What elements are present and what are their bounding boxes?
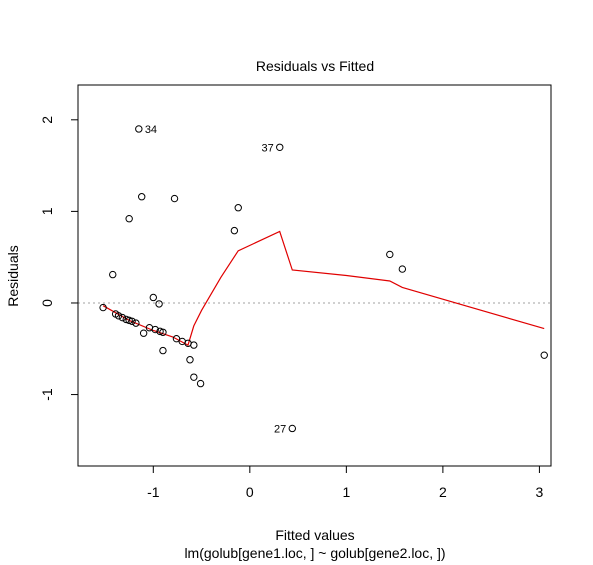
data-point: [386, 250, 394, 259]
data-point: [398, 265, 407, 273]
data-point: [234, 204, 242, 212]
y-tick-label: -1: [39, 388, 55, 401]
data-point: [151, 325, 159, 334]
data-point: [288, 424, 296, 433]
data-point: [135, 125, 143, 133]
data-point: [149, 293, 157, 302]
data-point: [159, 346, 167, 355]
data-point: [118, 313, 127, 322]
x-tick-label: -1: [147, 484, 160, 500]
data-point: [125, 215, 133, 223]
data-point: [186, 356, 194, 364]
x-tick-label: 3: [536, 484, 544, 500]
data-point: [196, 379, 205, 388]
y-tick-label: 1: [39, 207, 55, 215]
data-point: [132, 319, 140, 327]
y-axis-label: Residuals: [5, 245, 21, 306]
x-axis-label: Fitted values: [275, 527, 354, 543]
point-label: 34: [145, 124, 157, 136]
data-point: [230, 226, 239, 235]
data-point: [190, 341, 198, 349]
data-point: [138, 193, 146, 201]
data-point: [170, 194, 179, 203]
x-tick-label: 2: [439, 484, 447, 500]
data-point: [540, 351, 548, 359]
data-point: [128, 317, 136, 325]
data-point: [114, 312, 123, 320]
data-point: [190, 373, 198, 381]
chart-subtitle: lm(golub[gene1.loc, ] ~ golub[gene2.loc,…: [184, 545, 445, 561]
data-point: [159, 328, 167, 336]
y-axis: -1 0 1 2: [39, 116, 79, 401]
x-tick-label: 0: [246, 484, 254, 500]
data-point: [276, 143, 284, 151]
data-point: [155, 300, 163, 308]
point-label: 27: [274, 423, 286, 435]
point-label: 37: [261, 142, 273, 154]
y-tick-label: 0: [39, 299, 55, 307]
data-point: [109, 270, 117, 279]
data-point: [172, 334, 181, 343]
data-points: 34 37 27: [99, 124, 548, 435]
y-tick-label: 2: [39, 116, 55, 124]
data-point: [139, 329, 148, 337]
x-tick-label: 1: [342, 484, 350, 500]
data-point: [99, 303, 107, 312]
x-axis: -1 0 1 2 3: [147, 465, 544, 500]
chart-title: Residuals vs Fitted: [256, 58, 374, 74]
